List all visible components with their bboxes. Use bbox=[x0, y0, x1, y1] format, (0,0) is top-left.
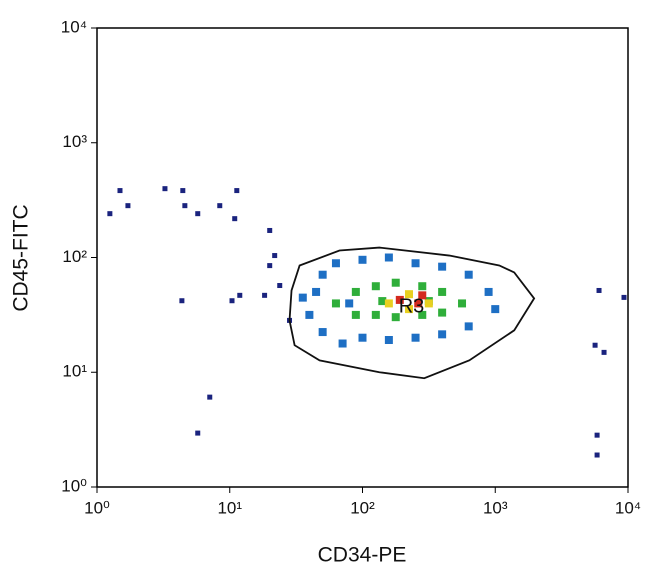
point bbox=[596, 287, 602, 293]
point bbox=[195, 211, 201, 217]
point bbox=[358, 333, 367, 342]
point bbox=[305, 310, 314, 319]
point bbox=[491, 305, 500, 314]
point bbox=[414, 299, 423, 308]
x-tick-label: 10⁴ bbox=[615, 498, 641, 517]
point bbox=[182, 203, 188, 209]
point bbox=[237, 292, 243, 298]
point bbox=[331, 299, 340, 308]
y-tick-label: 10⁴ bbox=[61, 17, 87, 36]
point bbox=[464, 270, 473, 279]
point bbox=[418, 282, 427, 291]
point bbox=[438, 287, 447, 296]
point bbox=[601, 349, 607, 355]
point bbox=[411, 259, 420, 268]
point bbox=[391, 278, 400, 287]
point bbox=[345, 299, 354, 308]
y-tick-label: 10⁰ bbox=[61, 476, 87, 495]
gate-label: R3 bbox=[399, 296, 425, 318]
point bbox=[411, 333, 420, 342]
point bbox=[371, 282, 380, 291]
y-tick-label: 10³ bbox=[62, 132, 87, 151]
point bbox=[458, 299, 467, 308]
point bbox=[312, 287, 321, 296]
point bbox=[424, 299, 433, 308]
point bbox=[267, 263, 273, 269]
point bbox=[232, 216, 238, 222]
point bbox=[277, 283, 283, 289]
point bbox=[592, 342, 598, 348]
point bbox=[371, 310, 380, 319]
point bbox=[267, 227, 273, 233]
x-tick-label: 10⁰ bbox=[84, 498, 110, 517]
y-axis-title: CD45-FITC bbox=[10, 204, 33, 311]
point bbox=[162, 186, 168, 192]
point bbox=[117, 188, 123, 194]
point bbox=[621, 294, 627, 300]
point bbox=[272, 253, 278, 259]
point bbox=[438, 262, 447, 271]
point bbox=[229, 298, 235, 304]
y-tick-label: 10¹ bbox=[62, 362, 87, 381]
point bbox=[298, 293, 307, 302]
point bbox=[391, 313, 400, 322]
point bbox=[438, 308, 447, 317]
point bbox=[217, 203, 223, 209]
x-tick-label: 10¹ bbox=[217, 498, 242, 517]
point bbox=[207, 394, 213, 400]
point bbox=[418, 291, 427, 300]
point bbox=[125, 203, 131, 209]
y-tick-label: 10² bbox=[62, 247, 87, 266]
point bbox=[484, 287, 493, 296]
point bbox=[594, 432, 600, 438]
point bbox=[378, 297, 387, 306]
point bbox=[179, 298, 185, 304]
point bbox=[234, 188, 240, 194]
point bbox=[404, 290, 413, 299]
point bbox=[384, 253, 393, 262]
point bbox=[351, 310, 360, 319]
x-tick-label: 10³ bbox=[483, 498, 508, 517]
point bbox=[384, 299, 393, 308]
point bbox=[438, 330, 447, 339]
point bbox=[338, 339, 347, 348]
x-tick-label: 10² bbox=[350, 498, 375, 517]
point bbox=[395, 295, 404, 304]
point bbox=[358, 255, 367, 264]
point bbox=[464, 322, 473, 331]
point bbox=[262, 292, 268, 298]
point bbox=[331, 259, 340, 268]
point bbox=[195, 430, 201, 436]
point bbox=[107, 211, 113, 217]
point bbox=[180, 188, 186, 194]
point bbox=[384, 336, 393, 345]
point bbox=[318, 328, 327, 337]
x-axis-title: CD34-PE bbox=[318, 544, 407, 567]
point bbox=[351, 287, 360, 296]
gate bbox=[288, 246, 536, 380]
point bbox=[318, 270, 327, 279]
point bbox=[418, 310, 427, 319]
point bbox=[404, 305, 413, 314]
point bbox=[594, 452, 600, 458]
